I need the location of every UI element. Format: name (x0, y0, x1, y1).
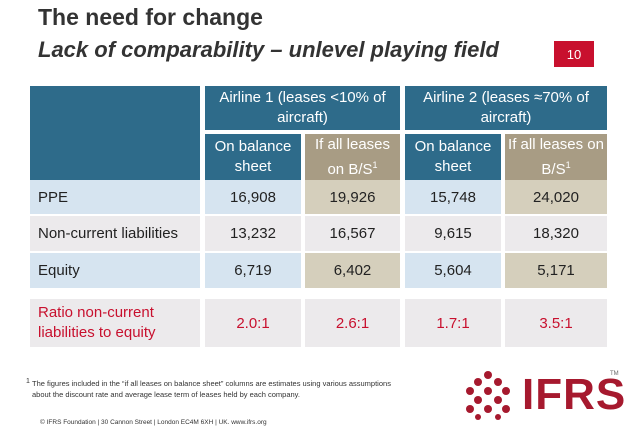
col-airline2-on-balance: On balance sheet (405, 134, 501, 180)
table-corner-cell (30, 86, 200, 180)
table-cell: 24,020 (505, 180, 607, 214)
col-label: If all leases on B/S1 (314, 135, 391, 178)
row-label-ppe: PPE (30, 180, 200, 214)
table-cell: 15,748 (405, 180, 501, 214)
ratio-cell: 2.0:1 (205, 299, 301, 347)
ifrs-logo-icon (466, 371, 510, 420)
table-cell: 5,604 (405, 253, 501, 288)
table-cell: 5,171 (505, 253, 607, 288)
table-cell: 9,615 (405, 216, 501, 251)
footer-text: © IFRS Foundation | 30 Cannon Street | L… (40, 419, 267, 426)
row-label-non-current-liabilities: Non-current liabilities (30, 216, 200, 251)
ifrs-logo: IFRS TM (462, 369, 626, 421)
col-airline1-all-leases: If all leases on B/S1 (305, 134, 400, 180)
footnote-marker: 1 (565, 159, 571, 170)
ifrs-logo-text: IFRS (522, 370, 627, 419)
airline1-header: Airline 1 (leases <10% of aircraft) (205, 86, 400, 130)
table-cell: 6,402 (305, 253, 400, 288)
col-label: On balance sheet (214, 138, 292, 175)
trademark: TM (610, 371, 619, 377)
footnote-text: The figures included in the “if all leas… (32, 379, 391, 399)
table-cell: 16,908 (205, 180, 301, 214)
row-label-ratio: Ratio non-current liabilities to equity (30, 299, 200, 347)
footnote-marker: 1 (26, 378, 30, 385)
footnote: 1 The figures included in the “if all le… (26, 378, 392, 400)
table-cell: 6,719 (205, 253, 301, 288)
table-cell: 13,232 (205, 216, 301, 251)
col-airline2-all-leases: If all leases on B/S1 (505, 134, 607, 180)
col-label: If all leases on B/S1 (508, 135, 604, 178)
table-cell: 16,567 (305, 216, 400, 251)
col-label: On balance sheet (414, 138, 492, 175)
slide-title: The need for change (38, 4, 263, 30)
col-airline1-on-balance: On balance sheet (205, 134, 301, 180)
ratio-cell: 1.7:1 (405, 299, 501, 347)
row-label-equity: Equity (30, 253, 200, 288)
ratio-cell: 2.6:1 (305, 299, 400, 347)
footnote-marker: 1 (372, 159, 378, 170)
table-cell: 19,926 (305, 180, 400, 214)
airline2-header: Airline 2 (leases ≈70% of aircraft) (405, 86, 607, 130)
slide-subtitle: Lack of comparability – unlevel playing … (38, 37, 499, 62)
slide-number: 10 (554, 41, 594, 67)
table-cell: 18,320 (505, 216, 607, 251)
ratio-cell: 3.5:1 (505, 299, 607, 347)
